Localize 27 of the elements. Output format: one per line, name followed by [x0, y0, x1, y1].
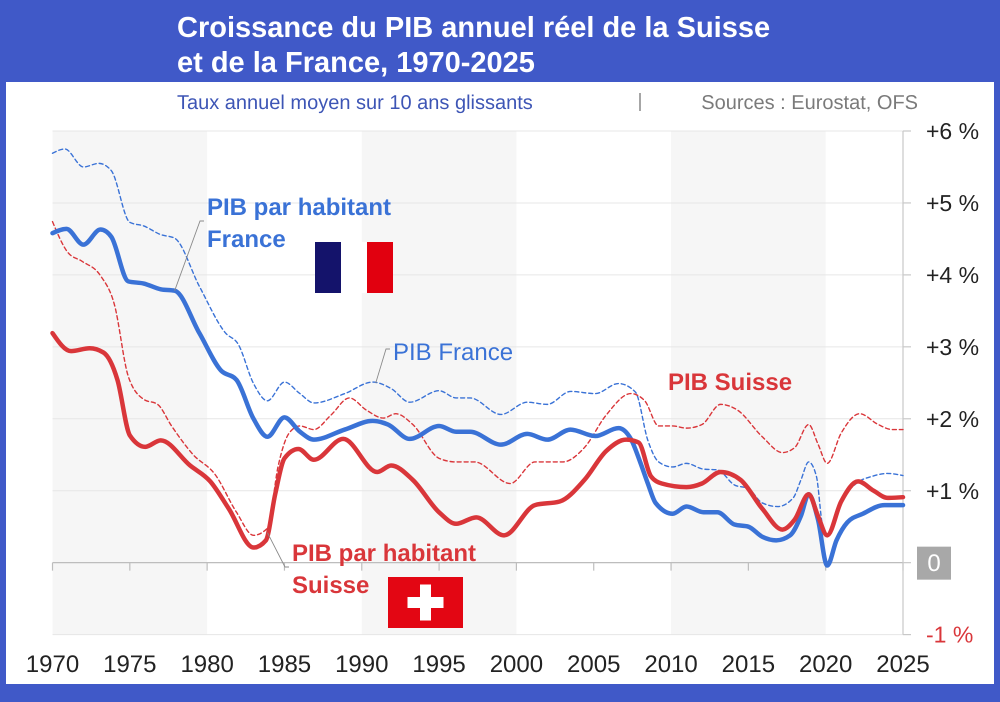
y-tick-label: +4 % [926, 262, 980, 288]
chart-title: Croissance du PIB annuel réel de la Suisse et de la France, 1970-2025 [177, 12, 770, 79]
x-tick-label: 2010 [644, 651, 698, 678]
y-tick-label: +6 % [926, 118, 980, 144]
y-tick-label: +3 % [926, 334, 980, 360]
x-tick-label: 1980 [180, 651, 234, 678]
x-tick-label: 2015 [722, 651, 776, 678]
source-note: Sources : Eurostat, OFS [701, 92, 918, 114]
x-tick-label: 1990 [335, 651, 388, 678]
x-tick-label: 1985 [258, 651, 312, 678]
y-tick-label: +2 % [926, 406, 980, 432]
x-tick-label: 2020 [798, 651, 852, 678]
series-label: PIB par habitant Suisse [292, 540, 476, 599]
y-tick-label: 0 [927, 550, 941, 578]
y-tick-label: -1 % [926, 622, 974, 648]
x-tick-label: 1995 [412, 651, 466, 678]
series-label: PIB France [393, 339, 514, 366]
y-tick-label: +5 % [926, 190, 980, 216]
x-tick-label: 2000 [490, 651, 544, 678]
x-tick-label: 2005 [567, 651, 620, 678]
x-tick-label: 2025 [876, 651, 930, 678]
text: PIB par habitant France [207, 194, 392, 253]
y-tick-label: +1 % [926, 478, 980, 504]
x-tick-label: 1975 [103, 651, 157, 678]
chart-subtitle: Taux annuel moyen sur 10 ans glissants [177, 92, 533, 114]
series-label: PIB Suisse [668, 369, 792, 396]
x-tick-label: 1970 [26, 651, 80, 678]
